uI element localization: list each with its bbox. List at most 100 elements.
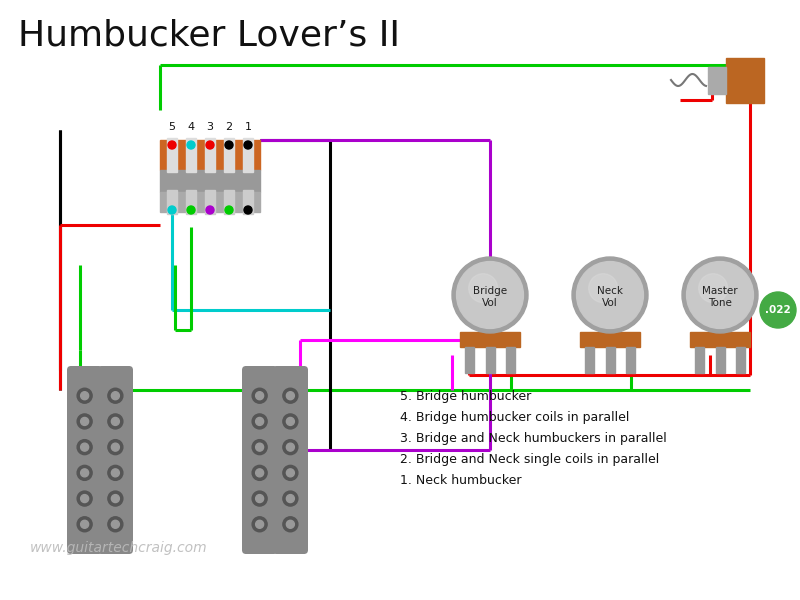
Circle shape <box>108 517 123 532</box>
FancyBboxPatch shape <box>186 190 196 214</box>
Circle shape <box>286 494 294 503</box>
Circle shape <box>457 262 523 328</box>
FancyBboxPatch shape <box>205 138 215 172</box>
Circle shape <box>77 440 92 455</box>
Circle shape <box>111 392 119 400</box>
FancyBboxPatch shape <box>167 190 177 214</box>
Text: Humbucker Lover’s II: Humbucker Lover’s II <box>18 18 400 52</box>
Circle shape <box>682 257 758 333</box>
FancyBboxPatch shape <box>205 190 215 214</box>
FancyBboxPatch shape <box>224 138 234 172</box>
Circle shape <box>168 141 176 149</box>
Circle shape <box>256 443 264 451</box>
Circle shape <box>252 517 267 532</box>
Circle shape <box>81 520 89 528</box>
FancyBboxPatch shape <box>243 190 253 214</box>
Text: 3: 3 <box>206 122 214 132</box>
Circle shape <box>577 262 643 328</box>
Circle shape <box>111 443 119 451</box>
Circle shape <box>252 388 267 403</box>
Text: 2. Bridge and Neck single coils in parallel: 2. Bridge and Neck single coils in paral… <box>400 453 659 466</box>
Circle shape <box>252 414 267 429</box>
FancyBboxPatch shape <box>690 332 750 347</box>
FancyBboxPatch shape <box>67 366 102 554</box>
Circle shape <box>225 206 233 214</box>
Text: 1: 1 <box>245 122 251 132</box>
Circle shape <box>108 414 123 429</box>
Circle shape <box>187 206 195 214</box>
Text: 5: 5 <box>169 122 175 132</box>
Circle shape <box>206 206 214 214</box>
Circle shape <box>286 520 294 528</box>
FancyBboxPatch shape <box>486 347 494 373</box>
Text: 3. Bridge and Neck humbuckers in parallel: 3. Bridge and Neck humbuckers in paralle… <box>400 432 666 445</box>
Circle shape <box>111 494 119 503</box>
FancyBboxPatch shape <box>243 138 253 172</box>
Circle shape <box>244 141 252 149</box>
Circle shape <box>469 274 498 302</box>
Circle shape <box>572 257 648 333</box>
Circle shape <box>81 494 89 503</box>
FancyBboxPatch shape <box>459 332 520 347</box>
FancyBboxPatch shape <box>186 138 196 172</box>
Circle shape <box>283 388 298 403</box>
Circle shape <box>256 469 264 477</box>
Circle shape <box>108 491 123 506</box>
FancyBboxPatch shape <box>626 347 635 373</box>
FancyBboxPatch shape <box>606 347 614 373</box>
FancyBboxPatch shape <box>98 366 133 554</box>
FancyBboxPatch shape <box>242 366 278 554</box>
Circle shape <box>286 392 294 400</box>
Text: www.guitartechcraig.com: www.guitartechcraig.com <box>30 541 208 555</box>
Circle shape <box>168 206 176 214</box>
Circle shape <box>452 257 528 333</box>
FancyBboxPatch shape <box>160 192 260 212</box>
Circle shape <box>286 418 294 425</box>
FancyBboxPatch shape <box>224 190 234 214</box>
FancyBboxPatch shape <box>736 347 745 373</box>
Circle shape <box>760 292 796 328</box>
Circle shape <box>256 494 264 503</box>
Circle shape <box>111 520 119 528</box>
Circle shape <box>283 491 298 506</box>
Circle shape <box>283 414 298 429</box>
Circle shape <box>77 517 92 532</box>
Circle shape <box>283 440 298 455</box>
FancyBboxPatch shape <box>160 140 260 170</box>
Circle shape <box>252 440 267 455</box>
FancyBboxPatch shape <box>726 58 764 103</box>
Circle shape <box>283 517 298 532</box>
FancyBboxPatch shape <box>167 138 177 172</box>
Text: .022: .022 <box>765 305 791 315</box>
Circle shape <box>77 466 92 481</box>
FancyBboxPatch shape <box>708 67 726 94</box>
FancyBboxPatch shape <box>273 366 308 554</box>
Text: 5. Bridge humbucker: 5. Bridge humbucker <box>400 390 531 403</box>
FancyBboxPatch shape <box>160 170 260 192</box>
Text: 2: 2 <box>226 122 233 132</box>
Circle shape <box>286 443 294 451</box>
Text: 4. Bridge humbucker coils in parallel: 4. Bridge humbucker coils in parallel <box>400 411 630 424</box>
FancyBboxPatch shape <box>585 347 594 373</box>
Circle shape <box>81 418 89 425</box>
Circle shape <box>108 466 123 481</box>
FancyBboxPatch shape <box>506 347 515 373</box>
Circle shape <box>256 392 264 400</box>
Circle shape <box>686 262 754 328</box>
FancyBboxPatch shape <box>695 347 704 373</box>
Circle shape <box>698 274 728 302</box>
Circle shape <box>77 388 92 403</box>
Circle shape <box>286 469 294 477</box>
Circle shape <box>187 141 195 149</box>
Circle shape <box>77 414 92 429</box>
Circle shape <box>256 520 264 528</box>
Circle shape <box>283 466 298 481</box>
Circle shape <box>252 466 267 481</box>
Circle shape <box>225 141 233 149</box>
Circle shape <box>589 274 618 302</box>
Circle shape <box>108 388 123 403</box>
Circle shape <box>81 392 89 400</box>
Circle shape <box>81 469 89 477</box>
Text: 1. Neck humbucker: 1. Neck humbucker <box>400 474 522 487</box>
Text: Master
Tone: Master Tone <box>702 286 738 308</box>
